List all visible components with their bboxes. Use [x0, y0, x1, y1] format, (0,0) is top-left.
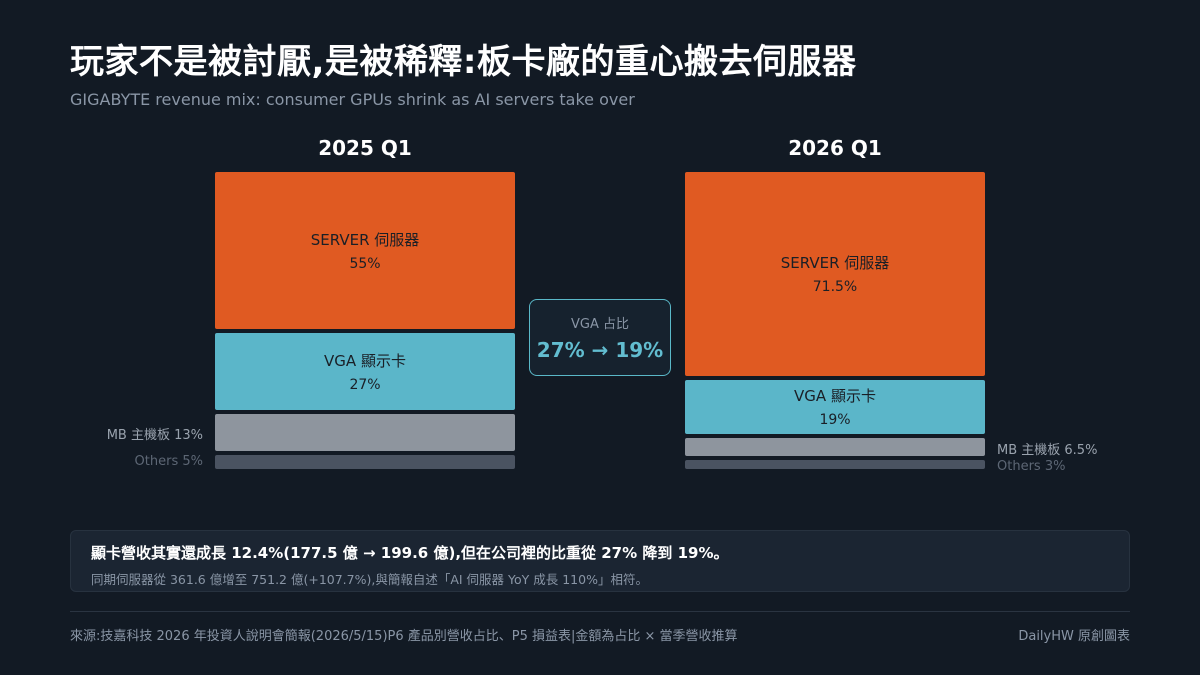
note-sub-text: 同期伺服器從 361.6 億增至 751.2 億(+107.7%),與簡報自述「… [91, 572, 648, 587]
bar-segment-server-2025-q1: SERVER 伺服器 55% [215, 172, 515, 329]
side-label-others-2026-q1: Others 3% [997, 458, 1066, 474]
bar-segment-mb-2026-q1 [685, 437, 985, 457]
note-main-text: 顯卡營收其實還成長 12.4%(177.5 億 → 199.6 億),但在公司裡… [91, 544, 729, 562]
segment-value: 71.5% [812, 279, 858, 296]
segment-value: 19% [819, 412, 851, 429]
column-title-2025-q1: 2025 Q1 [318, 136, 412, 160]
segment-label: SERVER 伺服器 [310, 230, 420, 249]
bar-segment-server-2026-q1: SERVER 伺服器 71.5% [685, 172, 985, 376]
chart-title: 玩家不是被討厭,是被稀釋:板卡廠的重心搬去伺服器 [70, 42, 857, 82]
segment-value: 55% [349, 255, 381, 272]
side-label-others-2025-q1: Others 5% [134, 453, 203, 469]
bar-segment-vga-2025-q1: VGA 顯示卡 27% [215, 332, 515, 410]
side-label-mb-2025-q1: MB 主機板 13% [106, 428, 203, 444]
bar-segment-others-2026-q1 [685, 460, 985, 469]
segment-label: VGA 顯示卡 [324, 351, 406, 370]
vga-share-callout: VGA 占比 27% → 19% [529, 299, 671, 376]
chart-subtitle: GIGABYTE revenue mix: consumer GPUs shri… [70, 90, 635, 109]
callout-value: 27% → 19% [536, 338, 664, 362]
side-label-mb-2026-q1: MB 主機板 6.5% [997, 443, 1098, 459]
segment-label: SERVER 伺服器 [780, 254, 890, 273]
bar-segment-mb-2025-q1 [215, 413, 515, 451]
segment-value: 27% [349, 376, 381, 393]
segment-label: VGA 顯示卡 [794, 387, 876, 406]
note-box: 顯卡營收其實還成長 12.4%(177.5 億 → 199.6 億),但在公司裡… [70, 530, 1130, 592]
footer-divider [70, 611, 1130, 612]
source-note: 來源:技嘉科技 2026 年投資人說明會簡報(2026/5/15)P6 產品別營… [70, 629, 738, 644]
bar-segment-vga-2026-q1: VGA 顯示卡 19% [685, 379, 985, 434]
callout-label: VGA 占比 [571, 317, 629, 332]
credit: DailyHW 原創圖表 [1018, 629, 1130, 644]
bar-segment-others-2025-q1 [215, 454, 515, 469]
column-title-2026-q1: 2026 Q1 [788, 136, 882, 160]
